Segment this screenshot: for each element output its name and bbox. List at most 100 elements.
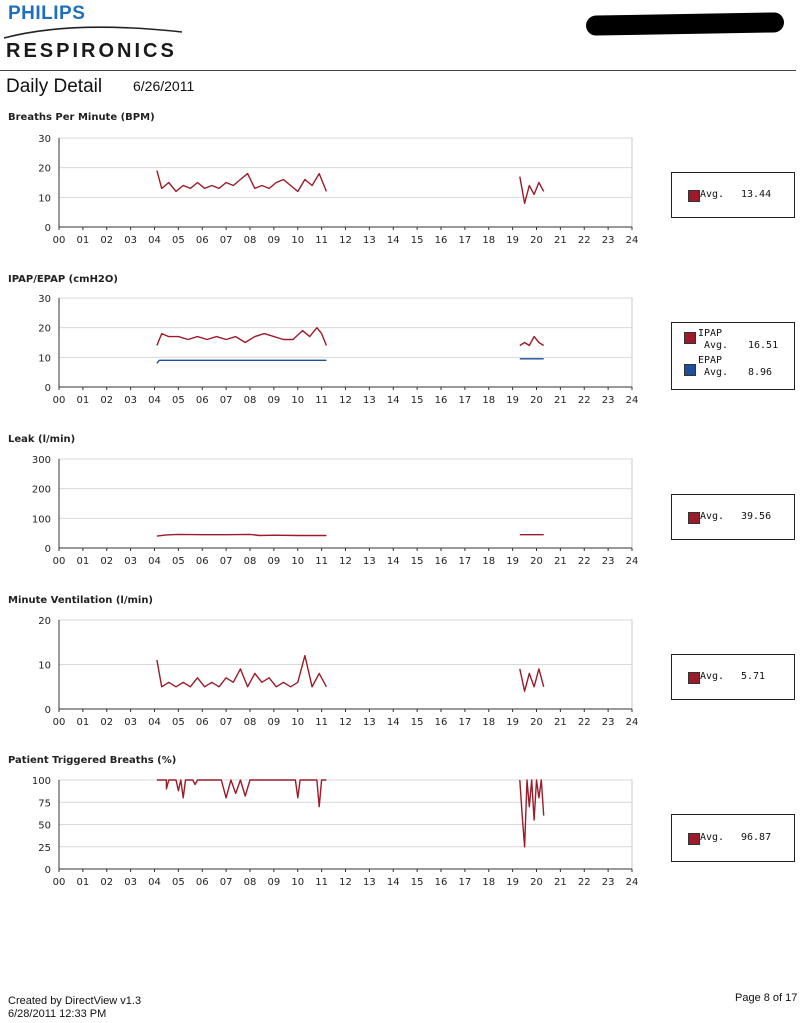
x-tick-label: 13 xyxy=(363,877,376,888)
x-tick-label: 24 xyxy=(626,395,639,406)
x-tick-label: 05 xyxy=(172,235,185,246)
y-tick-label: 50 xyxy=(38,821,51,832)
x-tick-label: 11 xyxy=(315,556,328,567)
x-tick-label: 23 xyxy=(602,877,615,888)
legend-value: 13.44 xyxy=(741,189,772,200)
series-line xyxy=(156,359,327,364)
y-tick-label: 10 xyxy=(38,353,51,364)
x-tick-label: 11 xyxy=(315,395,328,406)
series-line xyxy=(519,668,545,692)
x-tick-label: 19 xyxy=(506,395,519,406)
legend-value: 96.87 xyxy=(741,832,772,843)
x-tick-label: 00 xyxy=(53,395,66,406)
series-line xyxy=(156,533,327,537)
x-tick-label: 23 xyxy=(602,235,615,246)
x-tick-label: 08 xyxy=(244,395,257,406)
brand-respironics: RESPIRONICS xyxy=(6,40,177,62)
x-tick-label: 14 xyxy=(387,556,400,567)
x-tick-label: 01 xyxy=(77,717,90,728)
x-tick-label: 15 xyxy=(411,235,424,246)
x-tick-label: 03 xyxy=(124,717,137,728)
chart-leak: 0 100 200 300 00 01 02 03 04 05 06 07 08 09 10 11 12 13 14… xyxy=(32,455,638,567)
x-tick-label: 17 xyxy=(459,877,472,888)
x-tick-label: 06 xyxy=(196,877,209,888)
x-tick-label: 11 xyxy=(315,717,328,728)
x-tick-label: 23 xyxy=(602,395,615,406)
page-title: Daily Detail xyxy=(6,76,103,97)
x-tick-label: 16 xyxy=(435,395,448,406)
x-tick-label: 20 xyxy=(530,556,543,567)
x-tick-label: 21 xyxy=(554,877,567,888)
x-tick-label: 08 xyxy=(244,556,257,567)
legend-row: Avg. 39.56 xyxy=(672,509,794,525)
x-tick-label: 07 xyxy=(220,877,233,888)
y-tick-label: 20 xyxy=(38,324,51,335)
x-tick-label: 05 xyxy=(172,717,185,728)
x-tick-label: 04 xyxy=(148,717,161,728)
legend-bpm: Avg. 13.44 xyxy=(671,172,795,218)
x-tick-label: 19 xyxy=(506,717,519,728)
chart-patient-triggered: 0 25 50 75 100 00 01 02 03 04 05 06 07 08 09 10 11 12 13 14… xyxy=(32,776,638,888)
x-tick-label: 24 xyxy=(626,717,639,728)
y-tick-label: 0 xyxy=(45,223,51,234)
x-tick-label: 18 xyxy=(482,556,495,567)
x-tick-label: 18 xyxy=(482,717,495,728)
x-tick-label: 20 xyxy=(530,877,543,888)
legend-sub-ipap: Avg. xyxy=(704,340,729,351)
legend-label-ipap: IPAP xyxy=(698,328,723,339)
x-tick-label: 10 xyxy=(291,877,304,888)
x-tick-label: 18 xyxy=(482,395,495,406)
report-date: 6/26/2011 xyxy=(133,78,195,94)
x-tick-label: 16 xyxy=(435,717,448,728)
x-tick-label: 21 xyxy=(554,235,567,246)
x-tick-label: 07 xyxy=(220,235,233,246)
header-divider xyxy=(0,70,796,71)
x-tick-label: 17 xyxy=(459,556,472,567)
series-line xyxy=(156,654,328,688)
y-tick-label: 200 xyxy=(32,485,51,496)
series-line xyxy=(156,327,328,346)
y-tick-label: 0 xyxy=(45,544,51,555)
x-tick-label: 04 xyxy=(148,556,161,567)
brand-philips: PHILIPS xyxy=(8,3,86,24)
chart-minute-ventilation: 0 10 20 00 01 02 03 04 05 06 07 08 09 10 11 12 13 14 15 16 1… xyxy=(38,616,639,728)
chart-ipap-epap: 0 10 20 30 00 01 02 03 04 05 06 07 08 09 10 11 12 13 14 15 1… xyxy=(38,294,639,406)
x-tick-label: 06 xyxy=(196,717,209,728)
legend-minute-ventilation: Avg. 5.71 xyxy=(671,654,795,700)
x-tick-label: 01 xyxy=(77,877,90,888)
x-tick-label: 22 xyxy=(578,395,591,406)
x-tick-label: 08 xyxy=(244,235,257,246)
y-tick-label: 25 xyxy=(38,843,51,854)
x-tick-label: 01 xyxy=(77,235,90,246)
x-tick-label: 09 xyxy=(268,395,281,406)
plot-area xyxy=(58,297,633,388)
series-line xyxy=(519,779,545,848)
x-tick-label: 02 xyxy=(100,877,113,888)
x-tick-label: 15 xyxy=(411,395,424,406)
x-tick-label: 17 xyxy=(459,717,472,728)
x-tick-label: 07 xyxy=(220,556,233,567)
y-tick-label: 100 xyxy=(32,514,51,525)
x-tick-label: 13 xyxy=(363,717,376,728)
chart-title-patient-triggered: Patient Triggered Breaths (%) xyxy=(8,755,177,766)
x-tick-label: 08 xyxy=(244,877,257,888)
x-tick-label: 22 xyxy=(578,717,591,728)
x-tick-label: 21 xyxy=(554,717,567,728)
x-tick-label: 00 xyxy=(53,877,66,888)
x-tick-label: 03 xyxy=(124,556,137,567)
x-tick-label: 14 xyxy=(387,235,400,246)
x-tick-label: 09 xyxy=(268,717,281,728)
y-tick-label: 10 xyxy=(38,193,51,204)
x-tick-label: 23 xyxy=(602,556,615,567)
y-tick-label: 0 xyxy=(45,705,51,716)
x-tick-label: 12 xyxy=(339,395,352,406)
redaction-bar xyxy=(585,12,785,36)
footer-created-by: Created by DirectView v1.3 xyxy=(8,995,142,1007)
legend-row: Avg. 5.71 xyxy=(672,669,794,685)
x-tick-label: 09 xyxy=(268,235,281,246)
x-tick-label: 16 xyxy=(435,877,448,888)
legend-swatch xyxy=(688,672,700,684)
y-tick-label: 100 xyxy=(32,776,51,787)
series-line xyxy=(156,170,328,193)
chart-title-minute-ventilation: Minute Ventilation (l/min) xyxy=(8,595,154,606)
